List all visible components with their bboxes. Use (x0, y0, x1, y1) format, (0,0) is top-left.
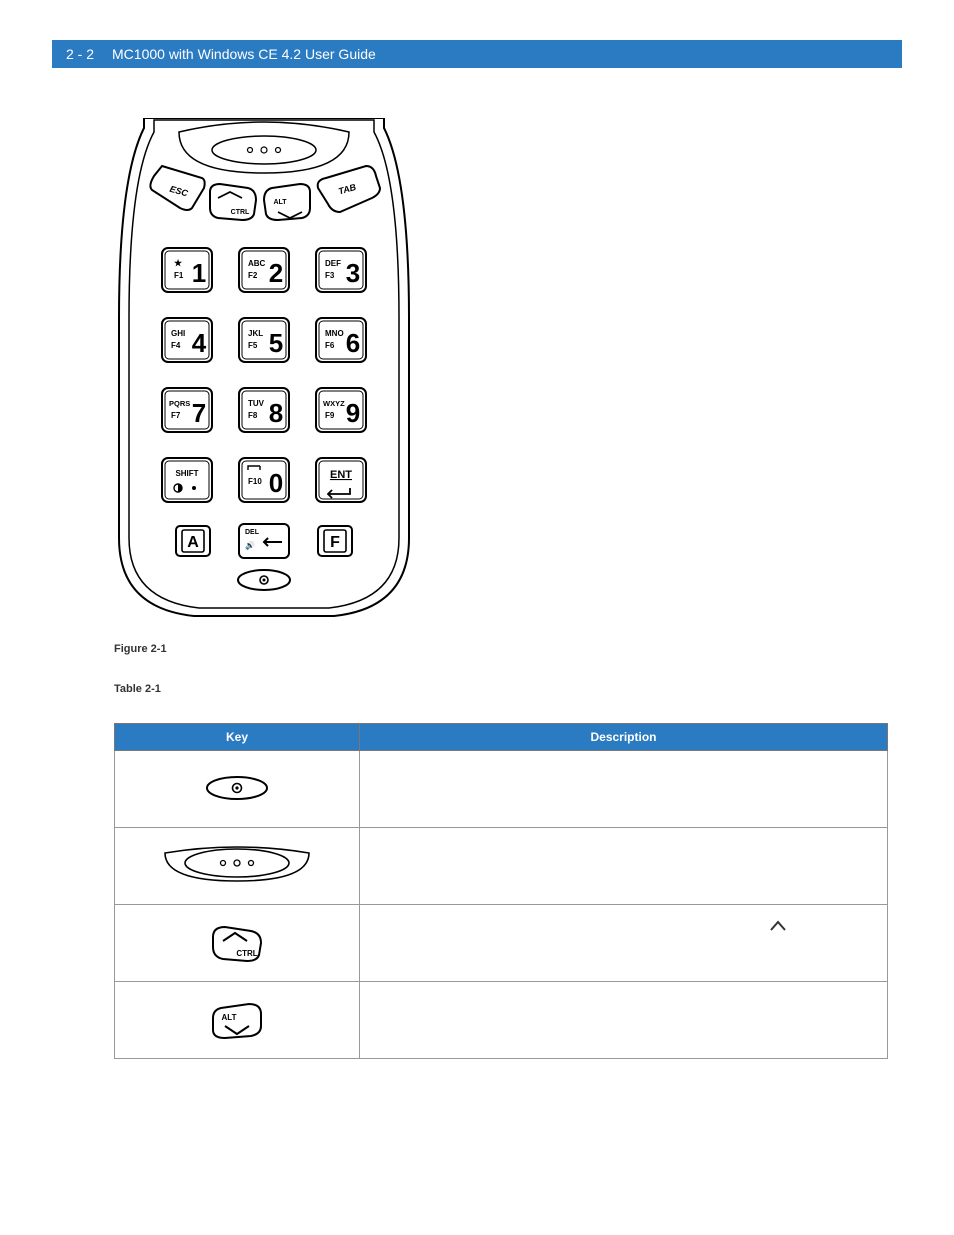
svg-text:🔊: 🔊 (245, 540, 255, 550)
table-row: ALT (115, 982, 888, 1059)
svg-text:ENT: ENT (330, 469, 352, 481)
svg-text:SHIFT: SHIFT (175, 469, 198, 478)
description-cell (360, 751, 888, 828)
svg-text:5: 5 (269, 328, 283, 358)
svg-text:PQRS: PQRS (169, 399, 190, 408)
svg-text:F6: F6 (325, 341, 335, 350)
scan-button-icon (157, 839, 317, 891)
svg-text:MNO: MNO (325, 329, 344, 338)
svg-text:9: 9 (346, 398, 360, 428)
svg-text:F10: F10 (248, 477, 262, 486)
svg-text:ABC: ABC (248, 259, 266, 268)
power-button-icon (204, 775, 270, 801)
alt-key-label: ALT (222, 1013, 237, 1022)
alt-key-icon: ALT (207, 996, 267, 1042)
table-header-key: Key (115, 724, 360, 751)
svg-text:A: A (187, 534, 199, 551)
svg-text:F4: F4 (171, 341, 181, 350)
svg-text:F2: F2 (248, 271, 258, 280)
description-cell (360, 905, 888, 982)
table-row: CTRL (115, 905, 888, 982)
svg-text:F: F (330, 534, 340, 551)
svg-text:DEF: DEF (325, 259, 341, 268)
svg-text:F9: F9 (325, 411, 335, 420)
description-cell (360, 828, 888, 905)
figure-caption: Figure 2-1 (114, 643, 888, 655)
svg-text:1: 1 (192, 258, 206, 288)
device-keypad-illustration: ESC CTRL ALT TAB ★ (114, 118, 414, 618)
page: 2 - 2 MC1000 with Windows CE 4.2 User Gu… (0, 0, 954, 1099)
table-header-description: Description (360, 724, 888, 751)
svg-text:F8: F8 (248, 411, 258, 420)
svg-text:GHI: GHI (171, 329, 185, 338)
key-cell-power (115, 751, 360, 828)
svg-text:2: 2 (269, 258, 283, 288)
svg-text:★: ★ (174, 258, 183, 268)
svg-text:F5: F5 (248, 341, 258, 350)
svg-text:7: 7 (192, 398, 206, 428)
svg-text:TUV: TUV (248, 399, 265, 408)
figure-device: ESC CTRL ALT TAB ★ (114, 118, 888, 623)
key-cell-ctrl: CTRL (115, 905, 360, 982)
svg-text:JKL: JKL (248, 329, 263, 338)
svg-text:8: 8 (269, 398, 283, 428)
key-description-table: Key Description (114, 723, 888, 1059)
table-caption: Table 2-1 (114, 683, 888, 695)
svg-text:F7: F7 (171, 411, 181, 420)
description-cell (360, 982, 888, 1059)
page-number: 2 - 2 (66, 46, 94, 62)
svg-text:F1: F1 (174, 271, 184, 280)
key-cell-scan (115, 828, 360, 905)
svg-text:6: 6 (346, 328, 360, 358)
svg-text:ALT: ALT (273, 199, 287, 206)
svg-text:WXYZ: WXYZ (323, 399, 345, 408)
ctrl-key-icon: CTRL (207, 919, 267, 965)
svg-text:CTRL: CTRL (231, 209, 250, 216)
key-cell-alt: ALT (115, 982, 360, 1059)
header-title: MC1000 with Windows CE 4.2 User Guide (112, 46, 376, 62)
svg-text:0: 0 (269, 468, 283, 498)
svg-text:DEL: DEL (245, 529, 260, 536)
table-row (115, 751, 888, 828)
svg-text:F3: F3 (325, 271, 335, 280)
svg-text:3: 3 (346, 258, 360, 288)
caret-up-icon (769, 919, 787, 937)
svg-text:4: 4 (192, 328, 207, 358)
ctrl-key-label: CTRL (236, 949, 257, 958)
page-header: 2 - 2 MC1000 with Windows CE 4.2 User Gu… (52, 40, 902, 68)
content-area: ESC CTRL ALT TAB ★ (52, 68, 902, 1059)
table-row (115, 828, 888, 905)
